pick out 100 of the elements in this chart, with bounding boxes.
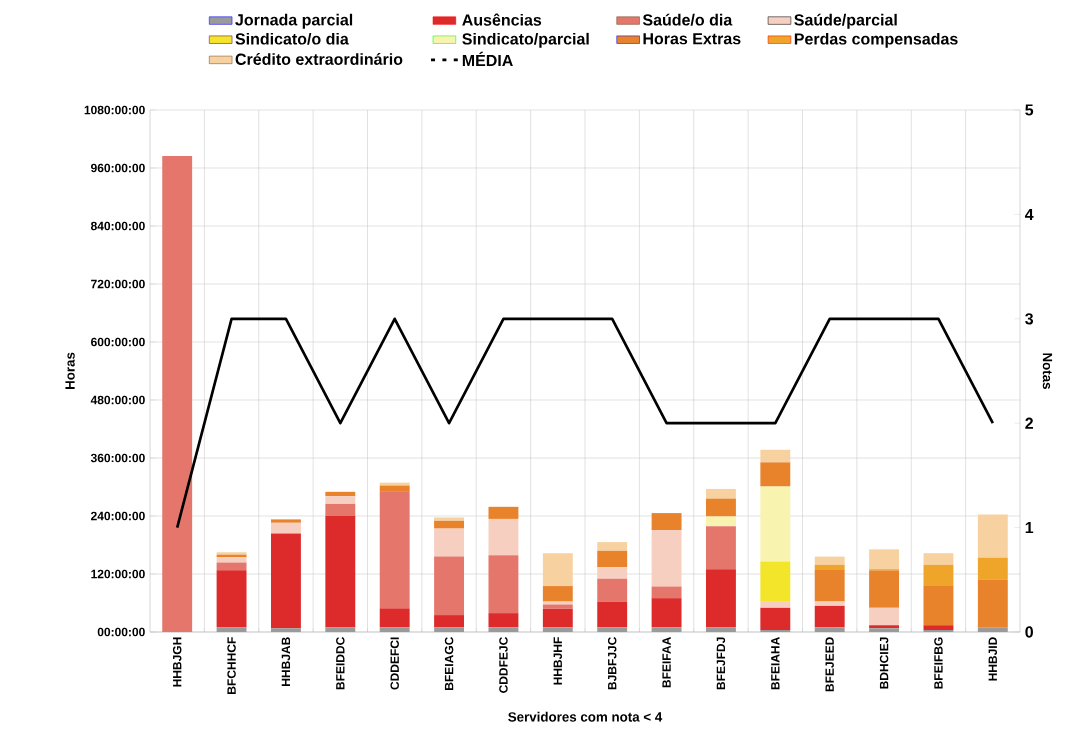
bar	[325, 627, 356, 632]
bar	[379, 627, 410, 632]
bar	[814, 556, 845, 565]
bar	[325, 496, 356, 504]
bar	[760, 486, 791, 562]
bar	[923, 553, 954, 565]
x-tick-label: BFEIDDC	[336, 637, 345, 690]
y2-tick-label: 4	[1024, 208, 1034, 220]
bar	[814, 605, 845, 628]
legend-label: Saúde/o dia	[642, 13, 733, 26]
bar	[379, 491, 410, 609]
bar	[814, 627, 845, 632]
x-tick-label: BFEJFDJ	[716, 637, 726, 690]
y-tick-label: 480:00:00	[90, 395, 145, 405]
bar	[705, 569, 736, 628]
legend-label: Sindicato/o dia	[235, 32, 349, 45]
bar	[488, 613, 519, 628]
bar	[814, 564, 845, 570]
legend-label: Sindicato/parcial	[462, 32, 589, 48]
y-tick-label: 120:00:00	[91, 569, 145, 579]
y-tick-label: 360:00:00	[90, 453, 145, 463]
x-tick-label: HHBJAB	[281, 637, 291, 686]
bar	[379, 482, 410, 486]
x-tick-label: HHBJGH	[172, 637, 182, 687]
bar	[434, 520, 465, 529]
bar	[705, 516, 736, 527]
bar	[434, 528, 465, 557]
bar	[434, 556, 465, 616]
y-tick-label: 240:00:00	[91, 511, 145, 521]
y2-axis-title: Notas	[1042, 353, 1053, 389]
bar	[597, 601, 628, 628]
bar	[705, 488, 736, 499]
bar	[216, 557, 247, 563]
bar	[760, 601, 791, 608]
bar	[923, 564, 954, 587]
y-tick-label: 840:00:00	[90, 221, 145, 231]
bar	[705, 526, 736, 570]
legend-label: MÉDIA	[462, 51, 513, 66]
bar	[597, 627, 628, 632]
bar	[542, 604, 573, 609]
bar	[923, 586, 954, 626]
bar	[814, 569, 845, 602]
bar	[434, 627, 465, 632]
x-tick-label: BDHCIEJ	[879, 637, 889, 689]
bar	[705, 627, 736, 632]
bar	[270, 533, 301, 629]
bar	[379, 608, 410, 628]
bar	[760, 561, 791, 602]
bar	[488, 555, 519, 614]
bar	[760, 462, 791, 487]
bar	[216, 562, 247, 571]
y2-tick-label: 3	[1025, 313, 1034, 325]
bar	[542, 553, 573, 587]
bar	[325, 516, 356, 628]
y2-tick-label: 5	[1025, 104, 1034, 116]
legend-label: Horas Extras	[643, 33, 741, 45]
bar	[651, 513, 682, 531]
bar	[869, 549, 900, 570]
bar	[270, 519, 301, 523]
bar	[488, 506, 519, 519]
bar	[597, 567, 628, 579]
x-tick-label: BFEIFBG	[934, 637, 943, 689]
bar	[923, 625, 954, 631]
bar	[651, 627, 682, 632]
bar	[651, 598, 682, 628]
legend-label: Ausências	[462, 13, 542, 26]
bar	[977, 627, 1008, 632]
x-tick-label: HHBJHF	[553, 637, 563, 685]
bar	[597, 550, 628, 568]
x-tick-label: BFEIAHA	[771, 637, 780, 690]
y-tick-label: 600:00:00	[91, 337, 145, 347]
bar	[705, 498, 736, 517]
bar	[760, 607, 791, 631]
bar	[977, 514, 1008, 558]
bar	[869, 607, 900, 626]
bar	[216, 627, 247, 632]
x-tick-label: BFEJEED	[825, 637, 834, 692]
bar	[597, 542, 628, 551]
bar	[434, 615, 465, 628]
bar	[869, 570, 900, 608]
bar	[651, 530, 682, 587]
legend-label: Saúde/parcial	[794, 13, 897, 29]
x-tick-label: HHBJID	[988, 637, 998, 681]
y-axis-title: Horas	[65, 352, 75, 389]
bar	[977, 557, 1008, 580]
bar	[270, 628, 301, 632]
bar	[216, 570, 247, 628]
x-tick-label: BJBFJJC	[607, 637, 617, 690]
bar	[325, 503, 356, 516]
bar	[542, 586, 573, 602]
bar	[162, 155, 193, 632]
bar	[814, 601, 845, 606]
bar	[760, 449, 791, 463]
x-tick-label: CDDEFCI	[390, 637, 399, 690]
bar	[379, 485, 410, 492]
y2-tick-label: 1	[1025, 522, 1034, 534]
y-tick-label: 720:00:00	[91, 279, 145, 289]
y-tick-label: 00:00:00	[97, 627, 145, 637]
x-tick-label: BFEIFAA	[662, 637, 671, 688]
x-axis-title: Servidores com nota < 4	[508, 711, 663, 722]
